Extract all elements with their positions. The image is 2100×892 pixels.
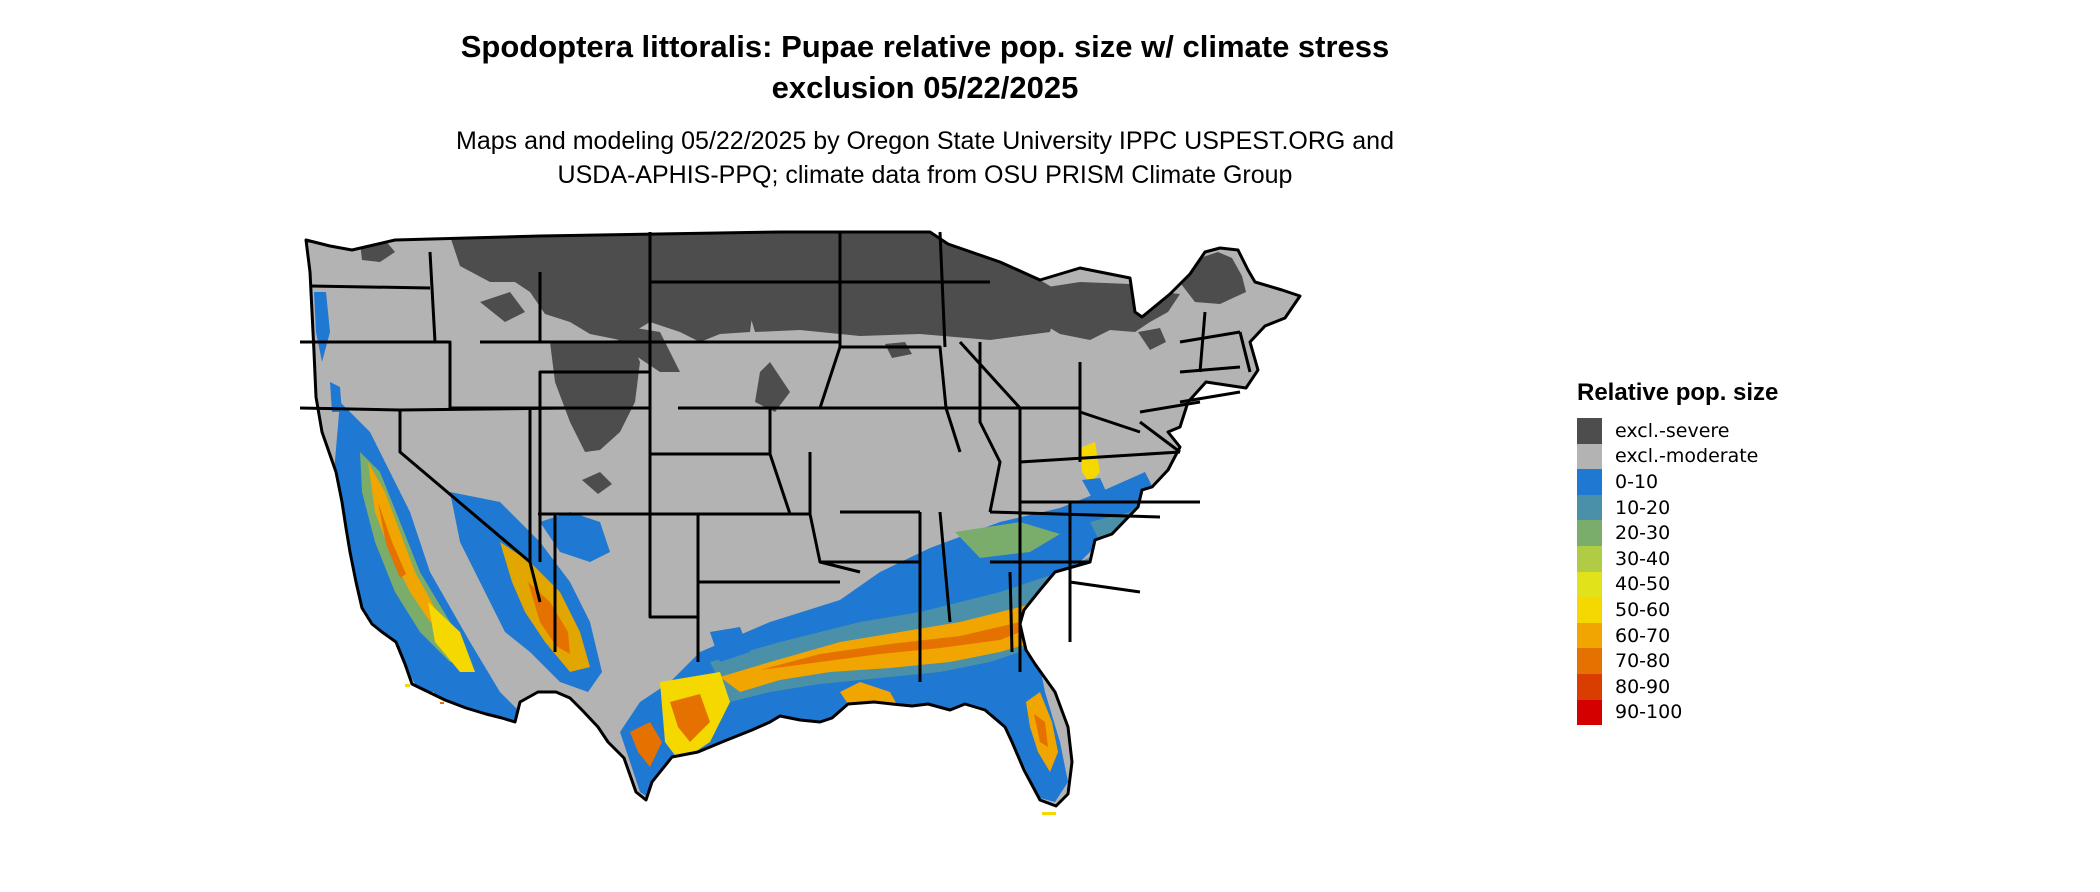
legend-item: 20-30 — [1577, 520, 1778, 546]
legend-item: 30-40 — [1577, 545, 1778, 572]
legend-swatch — [1577, 673, 1602, 700]
legend: Relative pop. size excl.-severe excl.-mod… — [1577, 378, 1779, 726]
legend-swatch — [1577, 597, 1602, 623]
legend-label: 30-40 — [1615, 547, 1671, 570]
map-title-line-2: exclusion 05/22/2025 — [771, 70, 1079, 105]
legend-label: 50-60 — [1615, 598, 1671, 621]
legend-label: excl.-moderate — [1615, 445, 1759, 468]
legend-label: 60-70 — [1615, 624, 1671, 647]
map-subtitle: Maps and modeling 05/22/2025 by Oregon S… — [0, 124, 1850, 192]
state-borders — [300, 230, 1302, 808]
legend-item: 50-60 — [1577, 597, 1778, 623]
legend-label: 20-30 — [1615, 522, 1671, 545]
legend-title: Relative pop. size — [1577, 379, 1779, 406]
legend-swatch — [1577, 622, 1602, 649]
legend-rows: excl.-severe excl.-moderate 0-10 10-20 20-30… — [1577, 418, 1778, 726]
legend-item: 80-90 — [1577, 673, 1778, 700]
legend-swatch — [1577, 469, 1602, 495]
legend-label: 40-50 — [1615, 573, 1671, 596]
suitability-raster — [306, 232, 1300, 806]
legend-swatch — [1577, 520, 1602, 546]
legend-swatch — [1577, 571, 1602, 598]
legend-item: excl.-severe — [1577, 418, 1778, 444]
legend-swatch — [1577, 494, 1602, 521]
us-map — [300, 230, 1302, 815]
legend-label: 70-80 — [1615, 650, 1671, 673]
map-subtitle-line-1: Maps and modeling 05/22/2025 by Oregon S… — [456, 127, 1394, 155]
legend-item: 40-50 — [1577, 571, 1778, 598]
legend-item: 90-100 — [1577, 699, 1778, 726]
legend-item: 70-80 — [1577, 648, 1778, 674]
map-subtitle-line-2: USDA-APHIS-PPQ; climate data from OSU PR… — [557, 161, 1293, 189]
legend-item: 10-20 — [1577, 494, 1778, 521]
legend-item: 60-70 — [1577, 622, 1778, 649]
legend-swatch — [1577, 545, 1602, 572]
legend-label: 10-20 — [1615, 496, 1671, 519]
legend-label: 80-90 — [1615, 675, 1671, 698]
legend-item: excl.-moderate — [1577, 443, 1778, 470]
legend-label: 90-100 — [1615, 701, 1683, 724]
map-title: Spodoptera littoralis: Pupae relative po… — [0, 26, 1850, 108]
legend-swatch — [1577, 443, 1602, 470]
legend-swatch — [1577, 699, 1602, 726]
legend-label: excl.-severe — [1615, 419, 1730, 442]
legend-label: 0-10 — [1615, 470, 1659, 493]
legend-item: 0-10 — [1577, 469, 1778, 495]
map-title-line-1: Spodoptera littoralis: Pupae relative po… — [460, 29, 1390, 64]
legend-swatch — [1577, 648, 1602, 674]
legend-swatch — [1577, 418, 1602, 444]
